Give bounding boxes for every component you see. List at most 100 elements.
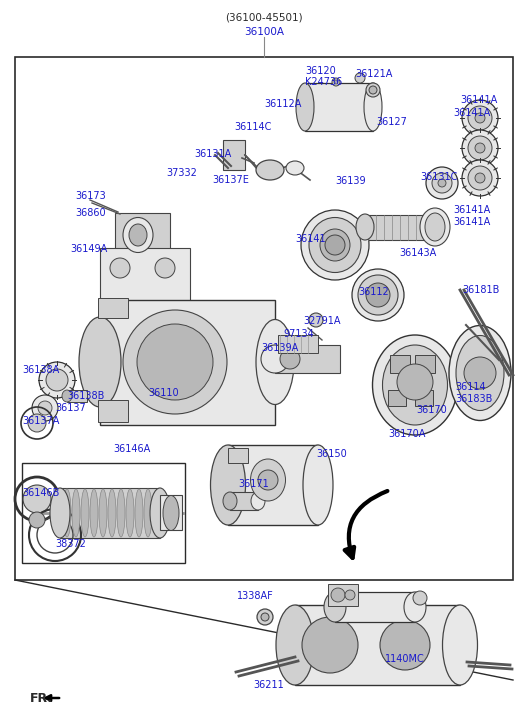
Ellipse shape (352, 269, 404, 321)
Text: 36173: 36173 (75, 191, 106, 201)
Circle shape (23, 485, 51, 513)
Text: 36170A: 36170A (388, 429, 426, 439)
Ellipse shape (358, 275, 398, 315)
Circle shape (468, 136, 492, 160)
Bar (60, 488, 160, 538)
Text: 36149A: 36149A (70, 244, 107, 254)
Circle shape (462, 100, 498, 136)
Circle shape (39, 362, 75, 398)
Bar (415, 390, 433, 406)
Circle shape (334, 80, 338, 84)
Text: 36146A: 36146A (113, 444, 150, 454)
Circle shape (366, 83, 380, 97)
Ellipse shape (286, 161, 304, 175)
Circle shape (123, 310, 227, 414)
Bar (388, 390, 406, 406)
Circle shape (366, 283, 390, 307)
Text: 36110: 36110 (148, 388, 178, 398)
Text: 36114: 36114 (455, 382, 486, 392)
Bar (415, 355, 435, 373)
Circle shape (28, 414, 46, 432)
Text: 36131A: 36131A (194, 149, 231, 159)
Ellipse shape (223, 492, 237, 510)
Ellipse shape (144, 489, 152, 537)
Text: 36141A: 36141A (453, 205, 491, 215)
Ellipse shape (364, 83, 382, 131)
Ellipse shape (320, 229, 350, 261)
Circle shape (331, 588, 345, 602)
Circle shape (464, 357, 496, 389)
Text: 1140MC: 1140MC (385, 654, 425, 664)
Ellipse shape (276, 605, 314, 685)
Ellipse shape (256, 160, 284, 180)
Ellipse shape (250, 459, 286, 501)
Bar (228, 448, 248, 463)
Ellipse shape (303, 445, 333, 525)
Ellipse shape (356, 214, 374, 240)
Bar (223, 140, 245, 170)
Text: 36127: 36127 (376, 117, 407, 127)
Text: 36138B: 36138B (67, 391, 105, 401)
Circle shape (137, 324, 213, 400)
Text: FR.: FR. (30, 691, 53, 704)
Text: K24736: K24736 (305, 77, 342, 87)
Circle shape (380, 620, 430, 670)
Text: 36150: 36150 (316, 449, 347, 459)
Circle shape (432, 173, 452, 193)
Text: 37332: 37332 (166, 168, 197, 178)
Bar (230, 492, 258, 510)
Bar (390, 355, 410, 373)
Ellipse shape (324, 592, 346, 622)
Ellipse shape (150, 488, 170, 538)
Ellipse shape (117, 489, 125, 537)
Text: 36860: 36860 (75, 208, 106, 218)
Ellipse shape (81, 489, 89, 537)
Ellipse shape (126, 489, 134, 537)
Text: 36139A: 36139A (261, 343, 298, 353)
Ellipse shape (129, 224, 147, 246)
Circle shape (29, 512, 45, 528)
Text: 36137E: 36137E (212, 175, 249, 185)
Circle shape (397, 364, 433, 400)
Circle shape (325, 235, 345, 255)
Ellipse shape (90, 489, 98, 537)
Text: 36141A: 36141A (453, 217, 491, 227)
Text: 36114C: 36114C (234, 122, 271, 132)
Circle shape (46, 369, 68, 391)
Ellipse shape (261, 345, 289, 373)
Ellipse shape (108, 489, 116, 537)
Bar (328, 584, 358, 606)
FancyArrowPatch shape (45, 695, 59, 701)
Text: 36120: 36120 (305, 66, 336, 76)
Bar (67, 390, 87, 402)
Circle shape (345, 590, 355, 600)
Text: 36181B: 36181B (462, 285, 499, 295)
Circle shape (426, 167, 458, 199)
Bar (278, 335, 318, 353)
Ellipse shape (425, 213, 445, 241)
Circle shape (475, 173, 485, 183)
Circle shape (280, 349, 300, 369)
Bar (100, 248, 190, 303)
Ellipse shape (256, 319, 294, 404)
Text: 36138A: 36138A (22, 365, 59, 375)
Text: 36100A: 36100A (244, 27, 284, 37)
Circle shape (332, 78, 340, 86)
Text: 36211: 36211 (253, 680, 284, 690)
Ellipse shape (163, 496, 179, 531)
Bar (305, 83, 373, 131)
Text: 36141A: 36141A (453, 108, 491, 118)
Ellipse shape (211, 445, 246, 525)
Text: 1338AF: 1338AF (237, 591, 274, 601)
Bar (228, 445, 318, 525)
Circle shape (413, 591, 427, 605)
Ellipse shape (296, 83, 314, 131)
Text: 36137: 36137 (55, 403, 86, 413)
Ellipse shape (449, 326, 511, 420)
Ellipse shape (420, 208, 450, 246)
Circle shape (32, 395, 58, 421)
Circle shape (468, 106, 492, 130)
Circle shape (438, 179, 446, 187)
Bar (275, 345, 340, 373)
Text: 36131C: 36131C (420, 172, 457, 182)
